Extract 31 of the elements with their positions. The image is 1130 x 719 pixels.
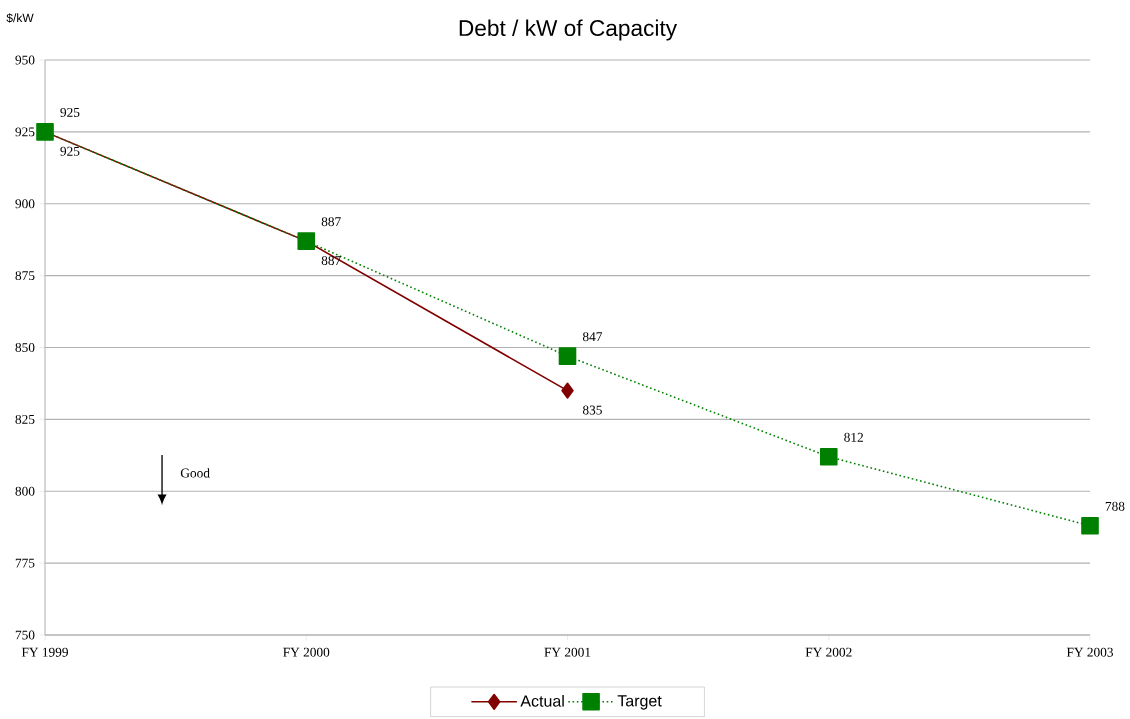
y-tick-label: 800	[15, 486, 35, 496]
legend-label: Target	[617, 695, 662, 710]
data-label: 925	[60, 107, 80, 117]
legend-label: Actual	[520, 695, 564, 707]
y-tick-label: 775	[15, 558, 35, 568]
y-tick-label: 825	[15, 414, 35, 424]
y-tick-label: 950	[15, 55, 35, 65]
y-tick-label: 750	[15, 630, 35, 640]
point	[819, 447, 838, 466]
data-label: 847	[582, 332, 603, 342]
data-label: 812	[844, 432, 863, 442]
point	[561, 382, 574, 399]
x-tick-label: FY 2000	[283, 647, 330, 657]
y-tick-label: 875	[15, 271, 35, 281]
x-tick-label: FY 2002	[805, 647, 852, 657]
x-tick-label: FY 2003	[1066, 647, 1113, 657]
y-axis-title: $/kW	[6, 13, 34, 23]
data-label: 788	[1105, 501, 1125, 511]
chart-title: Debt / kW of Capacity	[459, 19, 678, 41]
data-label: 887	[321, 256, 341, 266]
y-tick-label: 925	[15, 127, 35, 137]
point	[1081, 516, 1099, 535]
y-tick-label: 850	[15, 343, 35, 352]
y-tick-label: 900	[15, 199, 35, 209]
x-tick-label: FY 2001	[544, 647, 591, 657]
data-label: 835	[582, 405, 602, 415]
point	[558, 347, 577, 365]
x-tick-label: FY 1999	[21, 647, 68, 657]
data-label: 887	[321, 217, 341, 227]
data-label: 925	[60, 146, 80, 156]
annotation: Good	[180, 468, 210, 478]
